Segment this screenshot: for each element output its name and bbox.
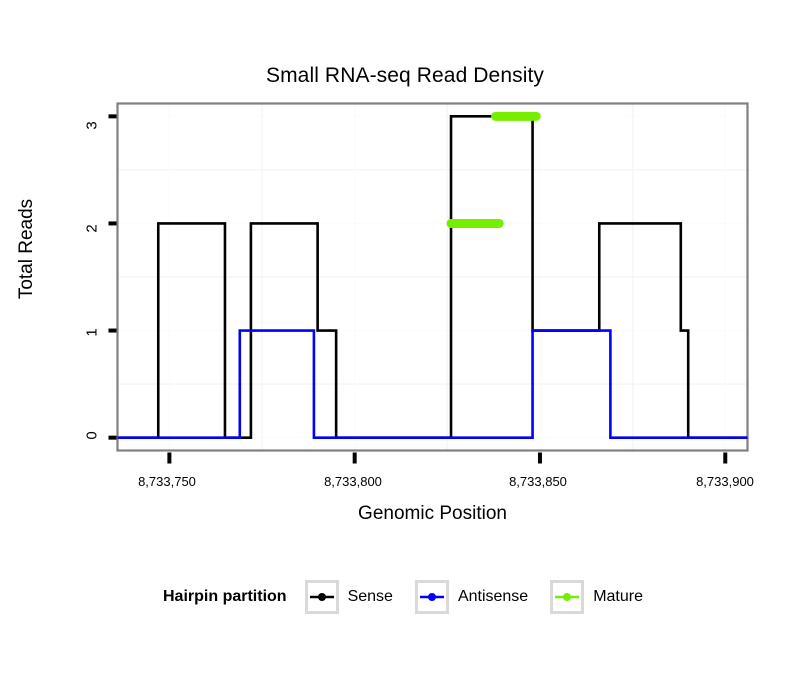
legend-label-antisense: Antisense xyxy=(457,588,529,605)
x-tick-label-0: 8,733,750 xyxy=(138,474,196,489)
line-dot-icon xyxy=(555,593,580,601)
panel-border xyxy=(116,102,749,452)
legend-title: Hairpin partition xyxy=(163,588,287,605)
legend: Hairpin partition Sense Antisense xyxy=(0,580,810,614)
legend-key-mature xyxy=(550,580,585,614)
chart-title: Small RNA-seq Read Density xyxy=(265,64,545,87)
x-axis-label: Genomic Position xyxy=(358,503,507,524)
line-dot-icon xyxy=(419,593,444,601)
line-dot-icon xyxy=(309,593,334,601)
x-tick-label-2: 8,733,850 xyxy=(509,474,567,489)
gridlines xyxy=(117,103,748,451)
legend-item-sense[interactable]: Sense xyxy=(304,580,411,614)
legend-item-antisense[interactable]: Antisense xyxy=(414,580,546,614)
x-tick-label-3: 8,733,900 xyxy=(696,474,754,489)
legend-key-antisense xyxy=(414,580,449,614)
legend-label-mature: Mature xyxy=(593,588,643,605)
x-tick-label-1: 8,733,800 xyxy=(324,474,382,489)
legend-item-mature[interactable]: Mature xyxy=(550,580,643,614)
legend-label-sense: Sense xyxy=(347,588,393,605)
axis-ticks xyxy=(108,114,728,464)
data-series-layer xyxy=(117,111,748,439)
legend-key-sense xyxy=(304,580,339,614)
